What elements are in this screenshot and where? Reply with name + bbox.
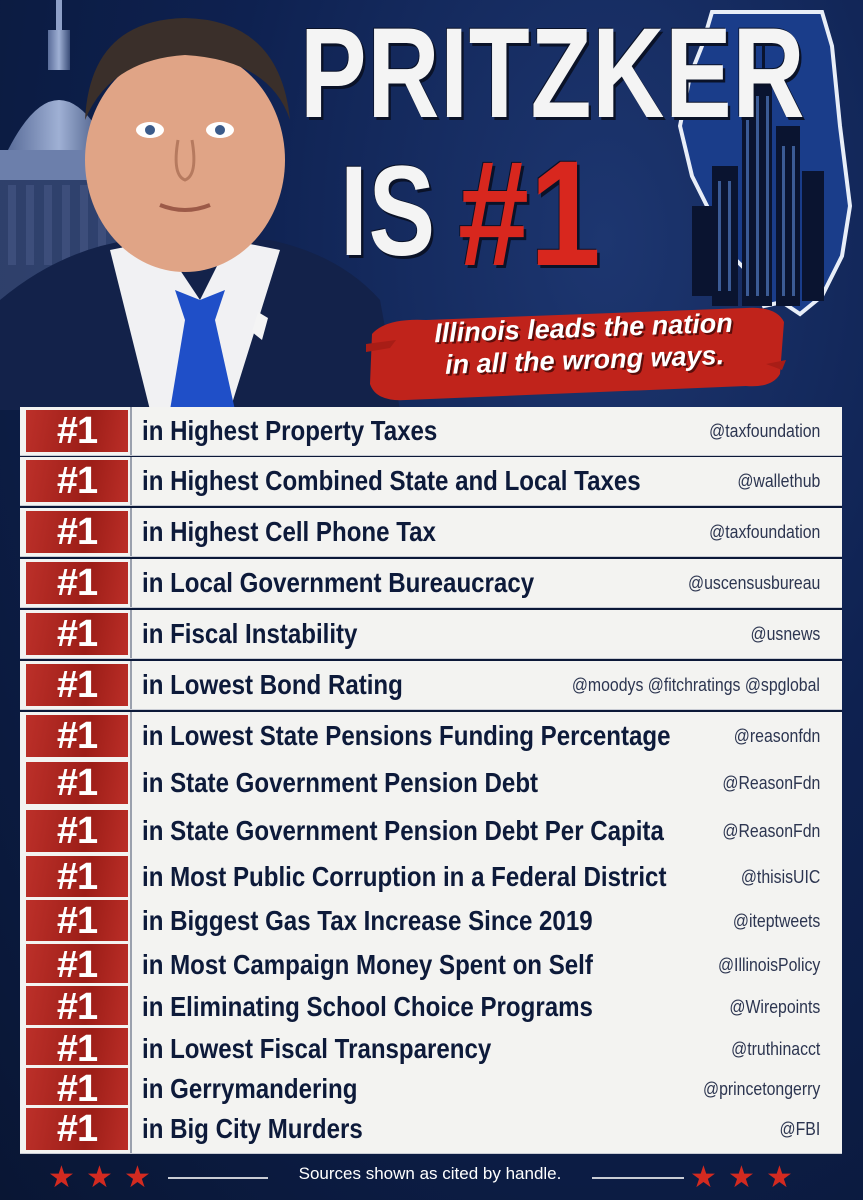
source-handle: @FBI (779, 1119, 820, 1139)
illinois-map-illustration (677, 10, 853, 317)
rank-badge: #1 (26, 664, 128, 706)
ranking-text: in Biggest Gas Tax Increase Since 2019 (142, 905, 593, 936)
ranking-text: in Eliminating School Choice Programs (142, 991, 593, 1022)
governor-portrait-illustration (0, 18, 400, 410)
source-handle: @usnews (750, 624, 820, 644)
ranking-text: in Highest Cell Phone Tax (142, 516, 436, 547)
source-handle: @princetongerry (702, 1079, 820, 1099)
footer-rule-left (168, 1177, 268, 1179)
list-item: #1 in Most Campaign Money Spent on Self … (20, 941, 842, 990)
list-item: #1 in Biggest Gas Tax Increase Since 201… (20, 897, 842, 946)
rank-badge: #1 (26, 1068, 128, 1110)
list-item: #1 in Fiscal Instability @usnews (20, 610, 842, 659)
footer: ★ ★ ★ Sources shown as cited by handle. … (0, 1155, 863, 1200)
footer-note: Sources shown as cited by handle. (298, 1164, 562, 1183)
list-item: #1 in Highest Combined State and Local T… (20, 457, 842, 506)
list-item: #1 in Local Government Bureaucracy @usce… (20, 559, 842, 608)
row-divider (130, 407, 132, 455)
row-divider (130, 897, 132, 945)
ranking-text: in Lowest State Pensions Funding Percent… (142, 720, 671, 751)
source-handle: @iteptweets (732, 911, 820, 931)
rank-badge: #1 (26, 944, 128, 986)
row-divider (130, 508, 132, 556)
row-divider (130, 983, 132, 1031)
ranking-text: in Big City Murders (142, 1113, 363, 1144)
rank-badge: #1 (26, 810, 128, 852)
ranking-text: in Most Public Corruption in a Federal D… (142, 861, 667, 892)
source-handle: @IllinoisPolicy (717, 955, 820, 975)
row-divider (130, 610, 132, 658)
row-divider (130, 457, 132, 505)
source-handle: @Wirepoints (729, 997, 820, 1017)
source-handle: @moodys @fitchratings @spglobal (571, 675, 820, 695)
ranking-text: in Highest Combined State and Local Taxe… (142, 465, 641, 496)
source-handle: @ReasonFdn (722, 773, 820, 793)
star-icon: ★ (766, 1161, 793, 1194)
list-item: #1 in State Government Pension Debt Per … (20, 807, 842, 856)
rank-badge: #1 (26, 715, 128, 757)
rank-badge: #1 (26, 1028, 128, 1070)
list-item: #1 in Highest Property Taxes @taxfoundat… (20, 407, 842, 456)
ranking-text: in Gerrymandering (142, 1073, 358, 1104)
list-item: #1 in Lowest State Pensions Funding Perc… (20, 712, 842, 761)
list-item: #1 in Eliminating School Choice Programs… (20, 983, 842, 1032)
row-divider (130, 759, 132, 807)
brush-stroke-banner (366, 307, 786, 401)
rank-badge: #1 (26, 856, 128, 898)
headline-rank: #1 (458, 129, 602, 297)
rank-badge: #1 (26, 410, 128, 452)
row-divider (130, 941, 132, 989)
list-item: #1 in Lowest Bond Rating @moodys @fitchr… (20, 661, 842, 710)
headline-title: PRITZKER (300, 2, 806, 145)
rankings-list: #1 in Highest Property Taxes @taxfoundat… (20, 407, 842, 1154)
row-divider (130, 853, 132, 901)
rank-badge: #1 (26, 562, 128, 604)
source-handle: @ReasonFdn (722, 821, 820, 841)
star-icon: ★ (728, 1161, 755, 1194)
ranking-text: in Local Government Bureaucracy (142, 567, 535, 598)
ranking-text: in Lowest Fiscal Transparency (142, 1033, 492, 1064)
list-item: #1 in Most Public Corruption in a Federa… (20, 853, 842, 902)
row-divider (130, 712, 132, 760)
source-handle: @reasonfdn (733, 726, 820, 746)
rank-badge: #1 (26, 613, 128, 655)
row-divider (130, 1105, 132, 1153)
source-handle: @wallethub (736, 471, 820, 491)
rank-badge: #1 (26, 900, 128, 942)
row-divider (130, 807, 132, 855)
source-handle: @truthinacct (730, 1039, 820, 1059)
ranking-text: in Most Campaign Money Spent on Self (142, 949, 593, 980)
ranking-text: in Lowest Bond Rating (142, 669, 403, 700)
ranking-text: in State Government Pension Debt (142, 767, 539, 798)
star-icon: ★ (86, 1161, 113, 1194)
list-item: #1 in Highest Cell Phone Tax @taxfoundat… (20, 508, 842, 557)
star-icon: ★ (48, 1161, 75, 1194)
rank-badge: #1 (26, 762, 128, 804)
star-icon: ★ (124, 1161, 151, 1194)
rank-badge: #1 (26, 460, 128, 502)
row-divider (130, 1065, 132, 1113)
row-divider (130, 1025, 132, 1073)
source-handle: @thisisUIC (740, 867, 820, 887)
star-icon: ★ (690, 1161, 717, 1194)
footer-rule-right (592, 1177, 684, 1179)
list-item: #1 in Big City Murders @FBI (20, 1105, 842, 1154)
ranking-text: in Fiscal Instability (142, 618, 358, 649)
ranking-text: in Highest Property Taxes (142, 415, 438, 446)
source-handle: @taxfoundation (708, 522, 820, 542)
row-divider (130, 661, 132, 709)
ranking-text: in State Government Pension Debt Per Cap… (142, 815, 664, 846)
list-item: #1 in State Government Pension Debt @Rea… (20, 759, 842, 808)
source-handle: @uscensusbureau (687, 573, 820, 593)
source-handle: @taxfoundation (708, 421, 820, 441)
row-divider (130, 559, 132, 607)
rank-badge: #1 (26, 986, 128, 1028)
rank-badge: #1 (26, 1108, 128, 1150)
rank-badge: #1 (26, 511, 128, 553)
headline-is: IS (340, 140, 436, 283)
